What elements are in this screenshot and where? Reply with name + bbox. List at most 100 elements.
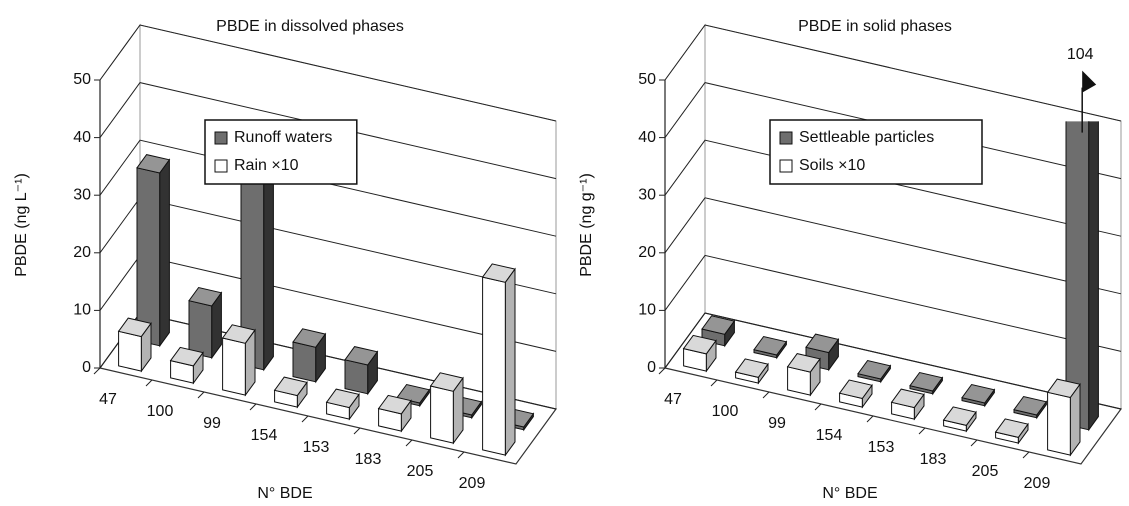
grid-line: [99, 24, 557, 122]
x-tick-label: 183: [920, 451, 947, 468]
y-tick-label: 0: [82, 359, 91, 376]
grid-line: [664, 197, 1122, 295]
x-axis-label: N° BDE: [257, 485, 312, 502]
x-tick-label: 183: [355, 451, 382, 468]
grid-line: [664, 139, 1122, 237]
x-tick-label: 47: [664, 391, 682, 408]
bar-side: [140, 321, 152, 373]
bar-side: [419, 388, 430, 408]
bar-side: [244, 328, 256, 397]
bar-side: [828, 337, 839, 372]
bar-side: [315, 332, 326, 384]
legend-label: Soils ×10: [799, 157, 865, 174]
x-tick: [249, 403, 257, 411]
bar: [344, 346, 379, 396]
bar-front: [118, 330, 142, 372]
bar: [117, 317, 152, 373]
bar-side: [724, 319, 735, 348]
bar-side: [296, 380, 308, 409]
x-tick: [197, 391, 205, 399]
bar-front: [1065, 121, 1090, 431]
x-tick: [970, 439, 978, 447]
grid-line: [664, 24, 1122, 122]
side-wall: [664, 23, 706, 370]
bar: [942, 406, 977, 433]
y-axis-label: PBDE (ng L⁻¹): [13, 173, 30, 277]
grid-line: [664, 254, 1122, 352]
side-wall: [99, 23, 141, 370]
x-tick-label: 100: [147, 403, 174, 420]
bar-side: [1069, 382, 1081, 457]
grid-line: [99, 82, 557, 180]
bar-front: [430, 385, 454, 444]
bar-side: [523, 412, 534, 432]
x-tick-label: 209: [459, 475, 486, 492]
y-tick-label: 50: [638, 71, 656, 88]
y-tick-label: 10: [73, 302, 91, 319]
x-tick: [918, 427, 926, 435]
bar: [1013, 395, 1048, 420]
chart-title: PBDE in solid phases: [798, 18, 952, 35]
bar: [136, 154, 171, 348]
bar-side: [776, 340, 787, 360]
bar-side: [192, 351, 204, 385]
grid-line: [664, 312, 1122, 410]
bar: [734, 358, 769, 385]
x-tick-label: 205: [407, 463, 434, 480]
bar: [890, 388, 925, 421]
x-tick-label: 154: [816, 427, 843, 444]
x-tick-label: 154: [251, 427, 278, 444]
bar-front: [222, 337, 246, 396]
x-tick: [301, 415, 309, 423]
y-tick-label: 50: [73, 71, 91, 88]
bar-side: [705, 339, 717, 373]
x-axis-label: N° BDE: [822, 485, 877, 502]
legend-swatch: [214, 159, 228, 173]
legend-label: Runoff waters: [234, 129, 332, 146]
y-tick-label: 0: [647, 359, 656, 376]
bar: [1065, 121, 1099, 432]
x-tick: [658, 367, 666, 375]
bar: [961, 383, 996, 408]
bar: [188, 286, 223, 360]
bar: [292, 328, 327, 384]
x-tick: [710, 379, 718, 387]
legend-swatch: [214, 131, 228, 145]
x-tick-label: 99: [768, 415, 786, 432]
legend-label: Settleable particles: [799, 129, 934, 146]
bar-side: [471, 400, 482, 420]
x-tick-label: 47: [99, 391, 117, 408]
overflow-arrow: [1082, 70, 1097, 93]
y-tick-label: 20: [73, 244, 91, 261]
bar-side: [913, 392, 925, 421]
bar-side: [932, 376, 943, 396]
x-tick: [762, 391, 770, 399]
y-tick-label: 30: [73, 186, 91, 203]
bar: [682, 334, 717, 373]
bar-side: [211, 291, 222, 360]
bar: [909, 371, 944, 396]
bar-side: [1036, 400, 1047, 420]
x-tick: [1022, 451, 1030, 459]
x-tick: [814, 403, 822, 411]
x-tick-label: 99: [203, 415, 221, 432]
x-tick-label: 153: [303, 439, 330, 456]
x-tick: [866, 415, 874, 423]
bar-front: [136, 167, 161, 347]
bar-front: [344, 359, 369, 395]
y-tick-label: 40: [638, 129, 656, 146]
bar: [838, 379, 873, 409]
legend-swatch: [779, 159, 793, 173]
bar-side: [984, 388, 995, 408]
bar-side: [757, 362, 769, 385]
bar: [377, 394, 412, 433]
legend-box: [769, 119, 983, 185]
bar-side: [348, 392, 360, 421]
bar: [786, 353, 821, 397]
chart-title: PBDE in dissolved phases: [216, 18, 404, 35]
bar: [701, 315, 736, 348]
bar-front: [188, 300, 213, 359]
bar-side: [1017, 422, 1029, 445]
bar: [221, 324, 256, 397]
